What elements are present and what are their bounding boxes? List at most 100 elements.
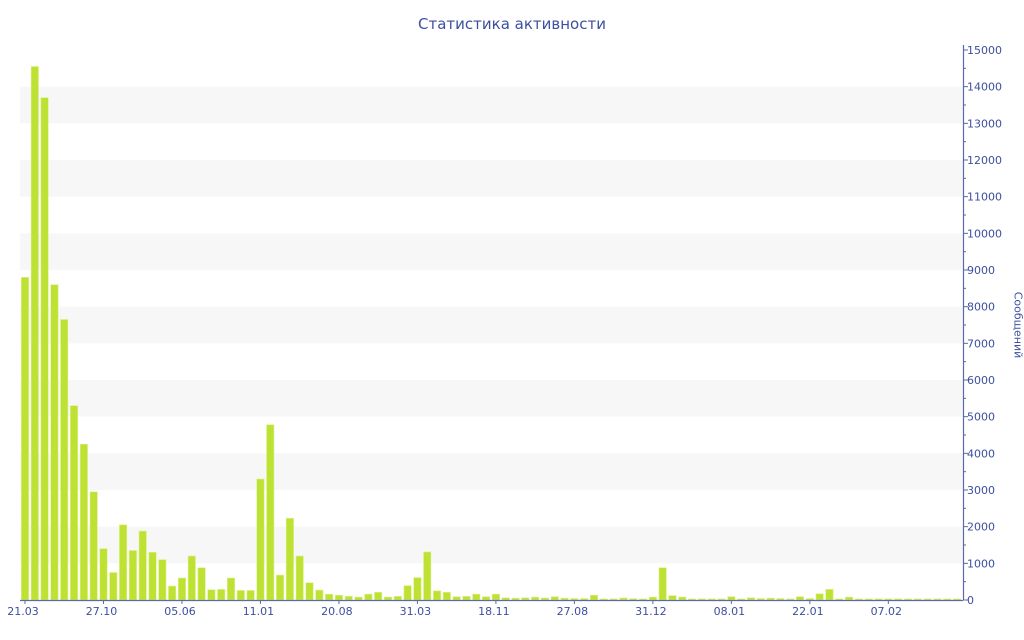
bar: [864, 598, 873, 601]
grid-band: [20, 453, 963, 490]
y-tick-label: 10000: [967, 227, 1002, 240]
bar: [511, 597, 520, 601]
bar: [472, 593, 481, 601]
grid-band: [20, 380, 963, 417]
bar: [79, 443, 88, 601]
chart-title: Статистика активности: [418, 15, 606, 33]
y-tick-label: 4000: [967, 447, 995, 460]
x-tick-label: 11.01: [243, 605, 275, 618]
y-tick-label: 8000: [967, 301, 995, 314]
bar: [678, 596, 687, 601]
bar: [187, 555, 196, 601]
bar: [746, 597, 755, 601]
bar: [168, 585, 177, 601]
bar: [707, 598, 716, 601]
bar: [825, 589, 834, 601]
bar: [403, 585, 412, 601]
bar: [236, 590, 245, 601]
y-tick-label: 5000: [967, 411, 995, 424]
bar: [540, 597, 549, 601]
grid-band: [20, 526, 963, 564]
bar: [923, 598, 932, 601]
bar: [619, 597, 628, 601]
bar: [560, 597, 569, 601]
x-tick-label: 31.03: [400, 605, 432, 618]
bar: [491, 593, 500, 601]
bar: [609, 598, 618, 601]
grid-band: [20, 86, 963, 124]
bar: [639, 598, 648, 601]
bar: [99, 548, 108, 601]
bar: [423, 551, 432, 601]
bar: [70, 405, 79, 601]
bar: [197, 567, 206, 601]
bar: [884, 598, 893, 601]
bar: [276, 574, 285, 601]
bar: [433, 590, 442, 601]
bar: [374, 591, 383, 601]
bar: [648, 596, 657, 601]
bar: [913, 598, 922, 601]
bar: [246, 590, 255, 601]
y-tick-label: 1000: [967, 557, 995, 570]
x-tick-label: 08.01: [714, 605, 746, 618]
bar: [295, 555, 304, 601]
bar: [128, 550, 137, 601]
bar: [334, 594, 343, 601]
y-tick-label: 11000: [967, 191, 1002, 204]
bar: [874, 598, 883, 601]
bar: [413, 577, 422, 601]
bar: [580, 598, 589, 601]
bar: [30, 66, 39, 601]
bar: [442, 591, 451, 601]
bar: [845, 596, 854, 601]
bar: [138, 530, 147, 601]
x-tick-label: 18.11: [478, 605, 510, 618]
bar: [805, 598, 814, 601]
bar: [148, 552, 157, 601]
bar: [383, 596, 392, 601]
bar: [531, 596, 540, 601]
bar: [266, 424, 275, 601]
bar: [354, 596, 363, 601]
y-tick-label: 15000: [967, 44, 1002, 57]
bar: [89, 491, 98, 601]
bar: [668, 595, 677, 601]
grid-band: [20, 306, 963, 344]
y-tick-label: 14000: [967, 81, 1002, 94]
bar: [462, 596, 471, 601]
bar: [227, 577, 236, 601]
y-tick-label: 13000: [967, 117, 1002, 130]
x-tick-label: 20.08: [321, 605, 353, 618]
y-tick-label: 12000: [967, 154, 1002, 167]
bar: [325, 593, 334, 601]
bar: [550, 596, 559, 601]
bar: [697, 598, 706, 601]
bar: [60, 319, 69, 601]
bar: [364, 593, 373, 601]
x-tick-label: 27.10: [86, 605, 118, 618]
bar: [835, 598, 844, 601]
y-tick-label: 6000: [967, 374, 995, 387]
bar: [952, 598, 961, 601]
bar: [344, 596, 353, 601]
bar: [933, 598, 942, 601]
bar: [119, 524, 128, 601]
bar: [109, 572, 118, 601]
bar: [786, 598, 795, 601]
bar: [903, 598, 912, 601]
bar: [40, 97, 49, 601]
bar: [177, 577, 186, 601]
bar: [501, 597, 510, 601]
grid-band: [20, 160, 963, 197]
bar: [452, 596, 461, 601]
bar: [285, 517, 294, 601]
bar: [393, 596, 402, 601]
bar: [207, 589, 216, 601]
grid-band: [20, 233, 963, 270]
y-tick-label: 3000: [967, 484, 995, 497]
bar: [727, 596, 736, 601]
x-tick-label: 07.02: [871, 605, 903, 618]
bar: [217, 589, 226, 601]
bar: [943, 598, 952, 601]
